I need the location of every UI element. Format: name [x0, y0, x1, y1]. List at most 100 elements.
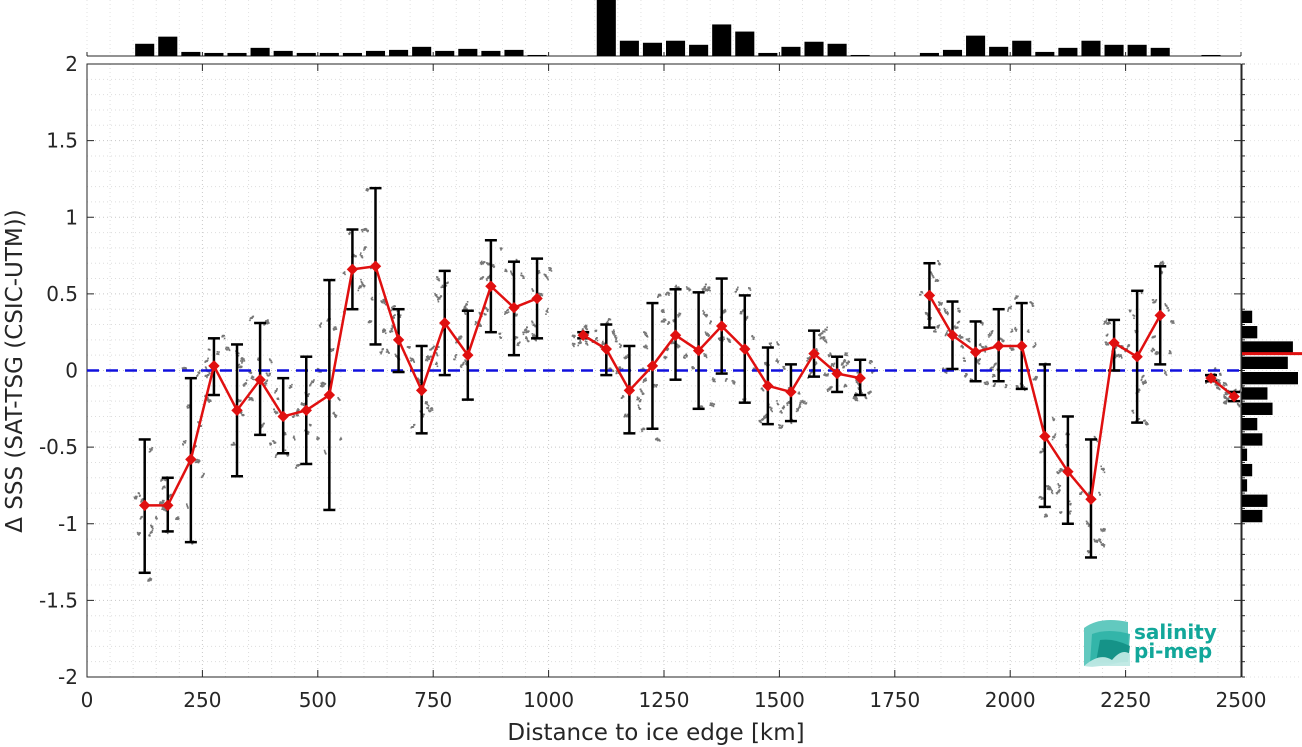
- scatter-point: [1010, 349, 1013, 351]
- scatter-point: [253, 378, 255, 381]
- scatter-point: [1153, 349, 1156, 351]
- scatter-point: [1143, 380, 1145, 383]
- scatter-point: [380, 351, 383, 354]
- scatter-point: [1165, 374, 1168, 376]
- scatter-point: [161, 501, 163, 504]
- scatter-point: [319, 325, 321, 327]
- scatter-point: [1161, 263, 1163, 265]
- scatter-point: [1096, 541, 1098, 543]
- scatter-point: [1001, 339, 1004, 341]
- scatter-point: [1165, 304, 1168, 307]
- scatter-point: [1102, 530, 1105, 532]
- scatter-point: [510, 270, 512, 273]
- scatter-point: [966, 373, 968, 376]
- scatter-point: [284, 432, 287, 434]
- scatter-point: [520, 272, 523, 275]
- scatter-point: [624, 356, 627, 359]
- scatter-point: [677, 314, 679, 316]
- scatter-point: [240, 411, 243, 414]
- scatter-point: [516, 259, 518, 262]
- scatter-point: [148, 578, 151, 580]
- scatter-point: [523, 331, 526, 334]
- scatter-point: [487, 277, 490, 279]
- scatter-point: [546, 277, 549, 280]
- scatter-point: [819, 335, 821, 337]
- scatter-point: [463, 308, 465, 310]
- right-hist-bar: [1242, 402, 1273, 415]
- top-hist-bar: [296, 52, 316, 56]
- y-axis-label: Δ SSS (SAT-TSG (CSIC-UTM)): [2, 209, 28, 532]
- scatter-point: [1154, 335, 1156, 337]
- scatter-point: [800, 401, 803, 403]
- top-hist-bar: [689, 44, 709, 56]
- scatter-point: [967, 339, 969, 341]
- scatter-point: [363, 228, 366, 230]
- scatter-point: [1223, 401, 1225, 404]
- scatter-point: [935, 330, 937, 333]
- scatter-point: [150, 524, 153, 527]
- scatter-point: [1165, 373, 1167, 375]
- scatter-point: [704, 289, 706, 292]
- scatter-point: [383, 300, 386, 303]
- scatter-point: [269, 442, 272, 445]
- scatter-point: [842, 365, 845, 368]
- scatter-point: [1022, 384, 1024, 387]
- scatter-point: [982, 322, 984, 324]
- scatter-point: [1171, 322, 1174, 324]
- scatter-point: [413, 360, 415, 362]
- scatter-point: [216, 351, 219, 353]
- scatter-point: [664, 355, 666, 358]
- mean-marker: [808, 347, 820, 360]
- scatter-point: [360, 252, 362, 254]
- scatter-point: [485, 278, 488, 280]
- scatter-point: [986, 381, 989, 384]
- scatter-point: [269, 444, 272, 446]
- scatter-point: [464, 359, 466, 361]
- scatter-point: [585, 326, 588, 328]
- scatter-point: [1153, 336, 1156, 338]
- scatter-point: [1146, 422, 1148, 424]
- scatter-point: [344, 273, 346, 276]
- scatter-point: [380, 352, 382, 355]
- scatter-point: [686, 287, 689, 289]
- scatter-point: [706, 289, 709, 292]
- scatter-point: [243, 383, 246, 385]
- scatter-point: [939, 301, 941, 304]
- scatter-point: [534, 325, 537, 327]
- scatter-point: [618, 367, 620, 370]
- scatter-point: [843, 360, 845, 363]
- scatter-point: [658, 294, 661, 297]
- scatter-point: [385, 351, 388, 353]
- scatter-point: [200, 425, 203, 427]
- scatter-point: [656, 384, 658, 386]
- scatter-point: [573, 343, 576, 345]
- scatter-point: [493, 266, 495, 269]
- top-hist-bar: [827, 43, 847, 56]
- scatter-point: [601, 343, 604, 346]
- mean-line-segment: [1210, 377, 1235, 398]
- scatter-point: [1132, 412, 1135, 414]
- scatter-point: [825, 329, 828, 331]
- scatter-point: [637, 397, 639, 400]
- scatter-point: [527, 340, 530, 343]
- scatter-point: [1171, 320, 1174, 323]
- top-hist-bar: [458, 48, 478, 56]
- scatter-point: [1218, 381, 1221, 383]
- scatter-point: [626, 354, 629, 356]
- scatter-point: [853, 396, 855, 398]
- scatter-point: [149, 532, 152, 534]
- scatter-point: [612, 329, 615, 331]
- scatter-point: [762, 418, 765, 421]
- mean-marker: [923, 289, 936, 302]
- scatter-point: [941, 302, 943, 304]
- top-hist-bar: [735, 31, 755, 56]
- scatter-point: [842, 362, 845, 364]
- scatter-point: [662, 321, 664, 323]
- scatter-point: [293, 438, 296, 441]
- scatter-point: [752, 338, 755, 341]
- scatter-point: [136, 531, 139, 534]
- scatter-point: [363, 229, 365, 231]
- scatter-point: [1070, 502, 1072, 505]
- scatter-point: [823, 330, 826, 333]
- scatter-point: [722, 310, 724, 313]
